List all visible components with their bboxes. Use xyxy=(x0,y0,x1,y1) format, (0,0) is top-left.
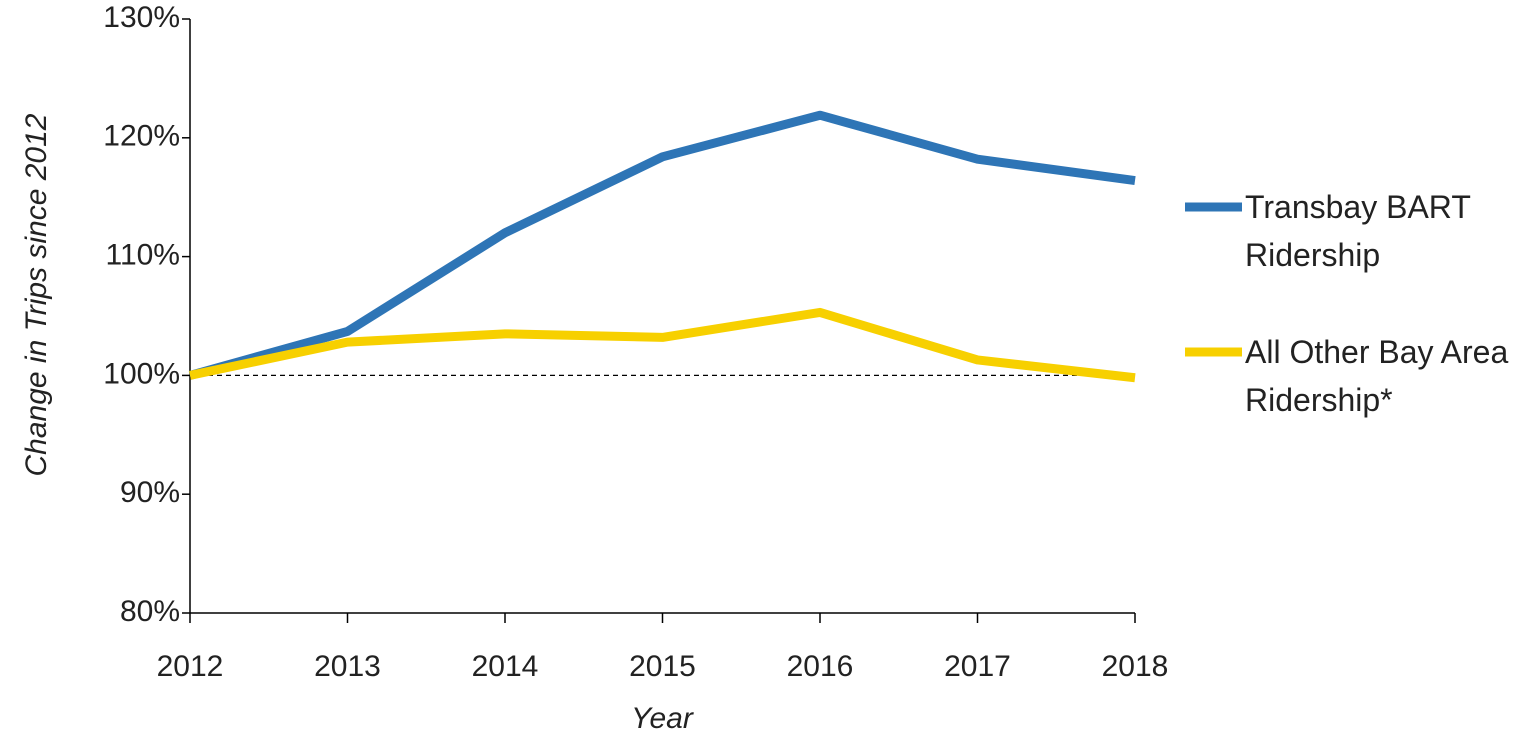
series-line xyxy=(189,307,1136,383)
x-tick-label: 2012 xyxy=(157,650,224,683)
y-tick-label: 120% xyxy=(103,120,180,153)
y-tick-label: 80% xyxy=(120,595,180,628)
x-tick-label: 2016 xyxy=(787,650,854,683)
y-tick-label: 110% xyxy=(105,239,180,272)
x-tick-label: 2018 xyxy=(1102,650,1169,683)
x-axis-title: Year xyxy=(631,702,694,735)
y-axis-title: Change in Trips since 2012 xyxy=(20,113,53,476)
y-tick-label: 130% xyxy=(103,1,180,34)
legend-label: All Other Bay Area Ridership* xyxy=(1245,334,1509,418)
x-tick-label: 2017 xyxy=(944,650,1011,683)
series-line xyxy=(188,110,1136,380)
x-tick-label: 2014 xyxy=(472,650,539,683)
x-tick-label: 2013 xyxy=(314,650,381,683)
legend-label: Transbay BART Ridership xyxy=(1245,189,1471,273)
y-tick-label: 90% xyxy=(120,476,180,509)
y-tick-label: 100% xyxy=(103,357,180,390)
x-tick-label: 2015 xyxy=(629,650,696,683)
